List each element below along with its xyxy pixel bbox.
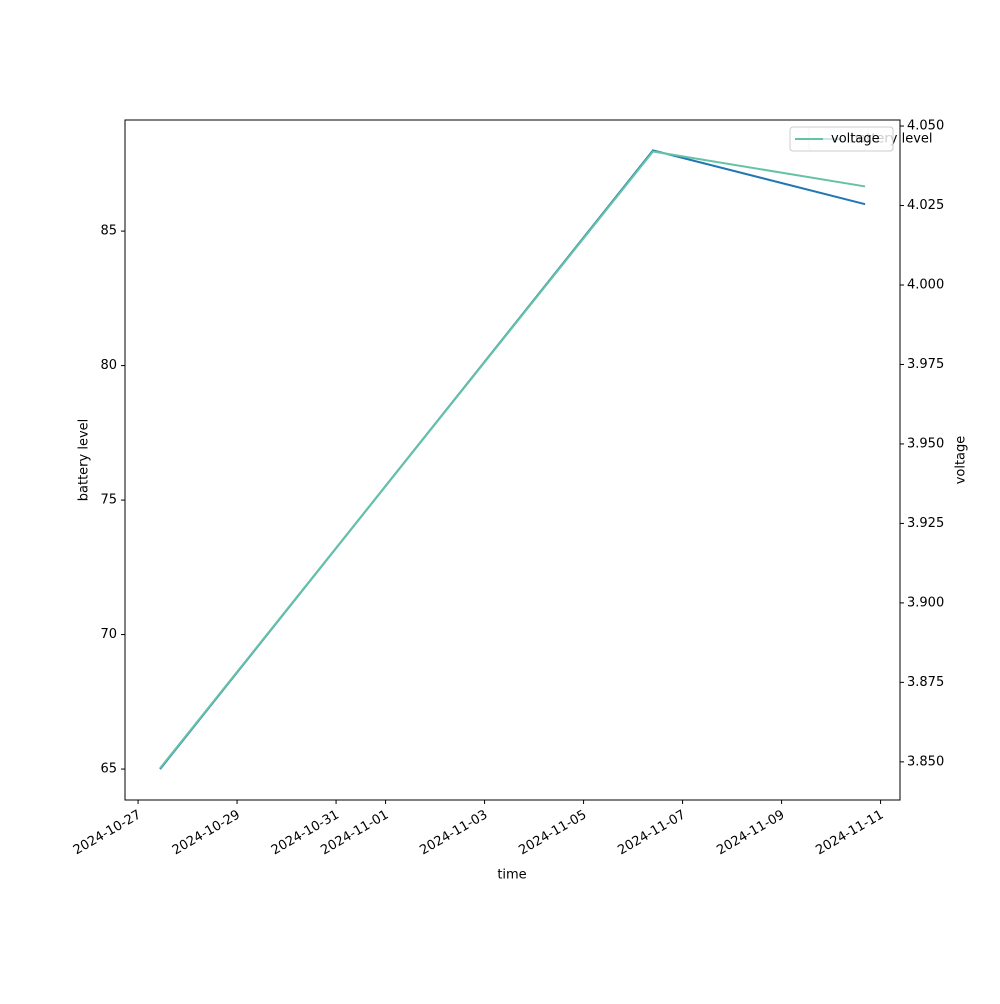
legend-label: voltage	[831, 132, 880, 147]
y2-tick-label: 3.950	[907, 436, 944, 451]
legend-box	[789, 126, 894, 152]
y2-tick-label: 4.025	[907, 198, 944, 213]
y-tick-label: 75	[100, 493, 117, 508]
y2-tick-label: 3.875	[907, 675, 944, 690]
y2-tick-label: 3.900	[907, 595, 944, 610]
plot-frame	[124, 119, 901, 801]
y2-tick-label: 3.975	[907, 357, 944, 372]
y2-tick-label: 3.925	[907, 516, 944, 531]
y2-axis-label: voltage	[954, 436, 969, 485]
y-tick-label: 70	[100, 627, 117, 642]
y-tick-label: 65	[100, 762, 117, 777]
y2-tick-label: 4.050	[907, 119, 944, 134]
y-tick-label: 85	[100, 224, 117, 239]
y2-tick-label: 4.000	[907, 277, 944, 292]
x-axis-label: time	[497, 868, 526, 883]
y2-tick-label: 3.850	[907, 754, 944, 769]
y-axis-label: battery level	[77, 419, 92, 502]
y-tick-label: 80	[100, 358, 117, 373]
series-line	[159, 150, 866, 769]
